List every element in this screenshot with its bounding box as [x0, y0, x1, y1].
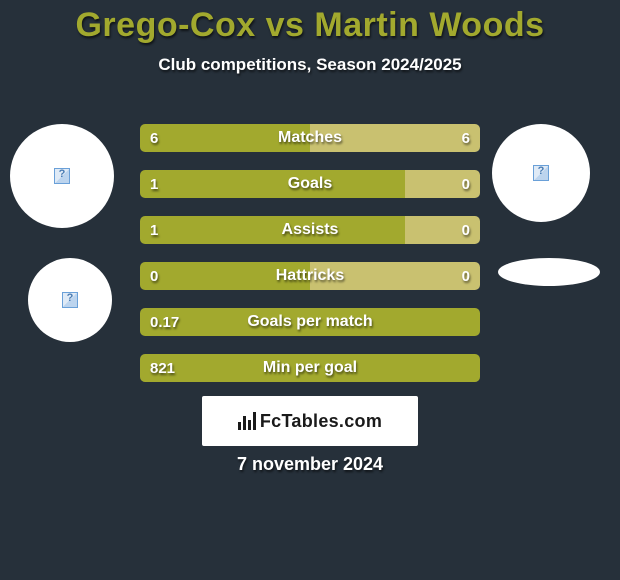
metric-segment-left	[140, 262, 310, 290]
metric-segment-left	[140, 308, 480, 336]
metric-row: Hattricks00	[140, 262, 480, 290]
metric-segment-left	[140, 124, 310, 152]
metric-row: Assists10	[140, 216, 480, 244]
metric-segment-right	[405, 216, 480, 244]
comparison-bars: Matches66 Goals10 Assists10 Hattricks00 Goal…	[140, 124, 480, 400]
metric-segment-right	[310, 124, 480, 152]
metric-row: Matches66	[140, 124, 480, 152]
page-title: Grego-Cox vs Martin Woods	[0, 0, 620, 45]
player-avatar-left-top	[10, 124, 114, 228]
metric-segment-right	[310, 262, 480, 290]
metric-row: Goals per match0.17	[140, 308, 480, 336]
player-avatar-right-bottom	[498, 258, 600, 286]
metric-row: Goals10	[140, 170, 480, 198]
brand-label: FcTables.com	[260, 411, 382, 432]
brand-logo: FcTables.com	[202, 396, 418, 446]
comparison-date: 7 november 2024	[0, 454, 620, 475]
player-avatar-right-top	[492, 124, 590, 222]
metric-segment-left	[140, 216, 405, 244]
bars-icon	[238, 412, 256, 430]
image-placeholder-icon	[54, 168, 70, 184]
metric-row: Min per goal821	[140, 354, 480, 382]
brand-logo-text: FcTables.com	[238, 411, 382, 432]
image-placeholder-icon	[62, 292, 78, 308]
page-subtitle: Club competitions, Season 2024/2025	[0, 55, 620, 75]
image-placeholder-icon	[533, 165, 549, 181]
metric-segment-left	[140, 354, 480, 382]
metric-segment-right	[405, 170, 480, 198]
player-avatar-left-bottom	[28, 258, 112, 342]
metric-segment-left	[140, 170, 405, 198]
